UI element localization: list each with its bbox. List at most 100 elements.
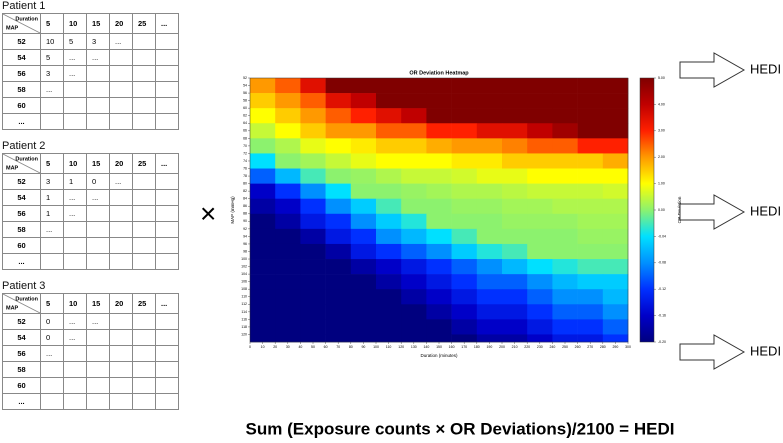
heatmap-cell xyxy=(250,304,276,320)
heatmap-cell xyxy=(552,274,578,290)
y-tick-label: 110 xyxy=(241,295,247,299)
corner-top: Duration xyxy=(15,296,38,302)
cell xyxy=(155,49,179,66)
heatmap-cell xyxy=(476,334,503,343)
column-header: 15 xyxy=(86,13,110,34)
table-row: 60 xyxy=(2,377,179,394)
heatmap-cell xyxy=(300,78,326,94)
header-row: Duration MAP 5 10 15 20 25... xyxy=(2,13,179,34)
heatmap-cell xyxy=(476,108,503,124)
cell xyxy=(109,81,133,98)
heatmap-cell xyxy=(476,198,503,215)
diagonal xyxy=(3,14,40,33)
y-tick-label: 86 xyxy=(243,204,247,208)
heatmap-cell xyxy=(502,198,528,215)
heatmap-cell xyxy=(527,274,553,290)
heatmap-cell xyxy=(376,319,402,335)
heatmap-cell xyxy=(350,78,377,94)
cell xyxy=(109,345,133,362)
heatmap-cell xyxy=(476,78,503,94)
cell xyxy=(86,345,110,362)
heatmap-cell xyxy=(275,274,301,290)
cell xyxy=(109,113,133,130)
heatmap-cell xyxy=(325,108,352,124)
heatmap-cell xyxy=(602,168,629,184)
table-row: 52 10 5 3... xyxy=(2,33,179,50)
heatmap-cell xyxy=(451,183,478,199)
heatmap-cell xyxy=(577,334,604,343)
heatmap-cell xyxy=(426,319,452,335)
heatmap-cell xyxy=(426,93,452,109)
heatmap-cell xyxy=(451,198,478,215)
cell: 5 xyxy=(63,33,87,50)
heatmap-cell xyxy=(250,108,276,124)
heatmap-cell xyxy=(250,123,276,139)
cell xyxy=(132,173,156,190)
y-tick-label: 84 xyxy=(243,197,247,201)
heatmap-cell xyxy=(426,259,452,275)
heatmap-cell xyxy=(476,138,503,154)
cell xyxy=(63,113,87,130)
heatmap-cell xyxy=(401,168,427,184)
cell xyxy=(63,97,87,114)
row-header: ... xyxy=(2,253,41,270)
table-row: ... xyxy=(2,393,179,410)
heatmap-cell xyxy=(376,198,402,215)
heatmap-cell xyxy=(275,93,301,109)
cell: 5 xyxy=(40,49,64,66)
heatmap-cell xyxy=(552,123,578,139)
y-tick-label: 66 xyxy=(243,129,247,133)
heatmap-cell xyxy=(602,274,629,290)
heatmap-cell xyxy=(250,259,276,275)
heatmap-cell xyxy=(275,289,301,305)
y-tick-label: 70 xyxy=(243,144,247,148)
heatmap-cell xyxy=(476,153,503,169)
heatmap-cell xyxy=(426,289,452,305)
row-header: 56 xyxy=(2,345,41,362)
x-tick-label: 100 xyxy=(373,345,379,349)
heatmap-cell xyxy=(250,319,276,335)
table-row: 56 1... xyxy=(2,205,179,222)
x-tick-label: 290 xyxy=(612,345,618,349)
heatmap-cell xyxy=(527,213,553,230)
heatmap-cell xyxy=(577,228,604,245)
heatmap-cell xyxy=(577,304,604,320)
corner-bottom: MAP xyxy=(6,25,19,31)
heatmap-cell xyxy=(451,228,478,245)
heatmap-cell xyxy=(602,213,629,230)
column-header: 10 xyxy=(63,13,87,34)
heatmap-cell xyxy=(325,289,352,305)
y-tick-label: 52 xyxy=(243,76,247,80)
row-header: 54 xyxy=(2,189,41,206)
heatmap-cell xyxy=(527,138,553,154)
y-tick-label: 94 xyxy=(243,234,247,238)
cell xyxy=(63,81,87,98)
x-tick-label: 210 xyxy=(512,345,518,349)
heatmap-cell xyxy=(426,228,452,245)
heatmap-cell xyxy=(401,108,427,124)
cell xyxy=(155,345,179,362)
y-tick-label: 98 xyxy=(243,249,247,253)
heatmap-cell xyxy=(527,123,553,139)
corner-cell: Duration MAP xyxy=(2,153,41,174)
heatmap-cell xyxy=(527,198,553,215)
heatmap-cell xyxy=(451,153,478,169)
heatmap-cell xyxy=(426,123,452,139)
cell: ... xyxy=(109,33,133,50)
heatmap-cell xyxy=(426,78,452,94)
heatmap-cell xyxy=(300,289,326,305)
arrow xyxy=(679,52,746,88)
cell xyxy=(109,65,133,82)
x-tick-label: 130 xyxy=(411,345,417,349)
cell xyxy=(109,329,133,346)
cell: ... xyxy=(63,189,87,206)
x-tick-label: 170 xyxy=(461,345,467,349)
cell xyxy=(155,361,179,378)
heatmap-cell xyxy=(275,138,301,154)
heatmap-cell xyxy=(275,123,301,139)
heatmap-cell xyxy=(502,319,528,335)
y-tick-label: 54 xyxy=(243,83,247,87)
cell xyxy=(132,113,156,130)
heatmap-cell xyxy=(300,153,326,169)
column-header: 25 xyxy=(132,293,156,314)
